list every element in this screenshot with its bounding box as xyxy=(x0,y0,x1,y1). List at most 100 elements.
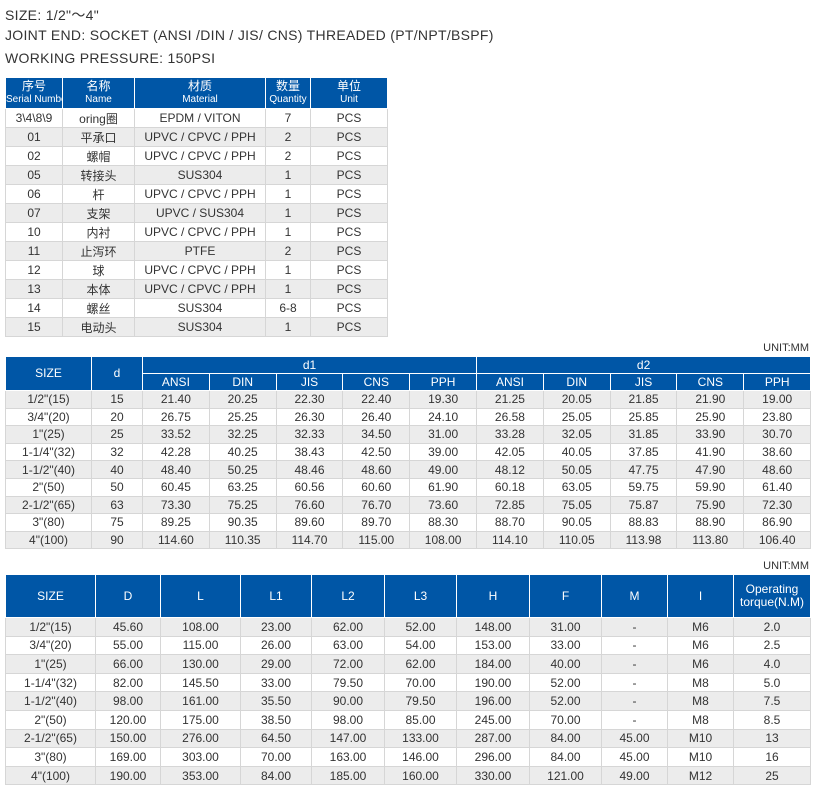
table-cell: 52.00 xyxy=(384,617,457,637)
table-row: 14 螺丝 SUS304 6-8 PCS xyxy=(5,298,388,318)
table-cell: UPVC / CPVC / PPH xyxy=(134,222,266,242)
table-cell: 3\4\8\9 xyxy=(5,108,63,128)
header-cn: 材质 xyxy=(187,79,212,93)
table-cell: 25 xyxy=(733,765,811,786)
header-cn: 序号 xyxy=(21,79,46,93)
table-cell: 30.70 xyxy=(743,425,812,444)
table-cell: 75.90 xyxy=(676,495,745,515)
parts-header: 数量 Quantity xyxy=(265,77,311,109)
column-header: M xyxy=(601,574,668,618)
table-row: 05 转接头 SUS304 1 PCS xyxy=(5,165,388,185)
table-cell: 70.00 xyxy=(240,747,312,767)
table-cell: 2"(50) xyxy=(5,477,92,497)
table-cell: UPVC / SUS304 xyxy=(134,203,266,223)
table-cell: 89.25 xyxy=(142,513,210,532)
table-cell: M12 xyxy=(667,765,734,786)
table-cell: 1"(25) xyxy=(5,425,92,444)
table-cell: 287.00 xyxy=(456,728,530,749)
table-cell: 146.00 xyxy=(384,747,457,767)
header-cn: 数量 xyxy=(275,79,300,93)
table-cell: 147.00 xyxy=(311,728,385,749)
table-cell: 276.00 xyxy=(160,728,241,749)
table-cell: 23.00 xyxy=(240,617,312,637)
table-row: 10 内衬 UPVC / CPVC / PPH 1 PCS xyxy=(5,222,388,242)
table-cell: 40.00 xyxy=(529,654,602,674)
table-cell: 296.00 xyxy=(456,747,530,767)
sub-header: CNS xyxy=(342,373,411,391)
table-cell: 2 xyxy=(265,127,311,147)
table-cell: 2-1/2"(65) xyxy=(5,728,96,749)
table-cell: PCS xyxy=(310,203,388,223)
table-cell: 3/4"(20) xyxy=(5,635,96,656)
table-cell: 转接头 xyxy=(62,165,135,185)
table-cell: 150.00 xyxy=(95,728,161,749)
table-cell: 25.90 xyxy=(676,407,745,427)
table-cell: 32.33 xyxy=(275,425,344,444)
table-cell: PCS xyxy=(310,127,388,147)
table-cell: 止泻环 xyxy=(62,241,135,261)
column-header: SIZE xyxy=(5,574,96,618)
table-cell: SUS304 xyxy=(134,165,266,185)
table-cell: 19.00 xyxy=(743,390,812,409)
table-cell: 2-1/2"(65) xyxy=(5,495,92,515)
table-cell: 98.00 xyxy=(95,691,161,711)
table-cell: 63.00 xyxy=(311,635,385,656)
table-cell: 54.00 xyxy=(384,635,457,656)
table-cell: 153.00 xyxy=(456,635,530,656)
table-cell: - xyxy=(601,672,668,693)
table-cell: 23.80 xyxy=(743,407,812,427)
table-cell: 33.00 xyxy=(240,672,312,693)
table-cell: 90.05 xyxy=(542,513,611,532)
table-cell: 07 xyxy=(5,203,63,223)
table-cell: 48.46 xyxy=(275,460,344,479)
table-cell: 145.50 xyxy=(160,672,241,693)
table-cell: 60.60 xyxy=(342,477,411,497)
table-cell: 20.05 xyxy=(542,390,611,409)
table-cell: 39.00 xyxy=(409,442,478,462)
table-cell: 108.00 xyxy=(409,530,478,550)
table-cell: 185.00 xyxy=(311,765,385,786)
working-pressure-spec: WORKING PRESSURE: 150PSI xyxy=(5,50,216,66)
table-row: 2"(50) 120.00 175.00 38.50 98.00 85.00 245.00 7… xyxy=(5,709,811,730)
column-header: Operating torque(N.M) xyxy=(733,574,811,618)
table-cell: 13 xyxy=(733,728,811,749)
table-cell: 90.00 xyxy=(311,691,385,711)
table-cell: 42.05 xyxy=(476,442,544,462)
table-cell: - xyxy=(601,709,668,730)
table-cell: PCS xyxy=(310,146,388,166)
table-cell: 21.90 xyxy=(676,390,745,409)
table-cell: 22.30 xyxy=(275,390,344,409)
table-cell: 50.05 xyxy=(542,460,611,479)
table-cell: 115.00 xyxy=(160,635,241,656)
table-cell: 70.00 xyxy=(529,709,602,730)
parts-header: 材质 Material xyxy=(134,77,266,109)
valve-dimensions-table: SIZE D L L1 L2 L3 H F M I Operating torque(N.M) 1/… xyxy=(5,574,811,786)
table-cell: 52.00 xyxy=(529,672,602,693)
table-cell: 1 xyxy=(265,203,311,223)
table-cell: 3"(80) xyxy=(5,747,96,767)
sub-header: PPH xyxy=(409,373,478,391)
sub-header: ANSI xyxy=(476,373,544,391)
table-row: 3/4"(20) 20 26.75 25.25 26.30 26.40 24.10 26.58… xyxy=(5,407,812,427)
table-cell: PCS xyxy=(310,298,388,318)
table-cell: 161.00 xyxy=(160,691,241,711)
table-cell: 59.75 xyxy=(609,477,678,497)
table-cell: 88.90 xyxy=(676,513,745,532)
table-row: 1-1/4"(32) 32 42.28 40.25 38.43 42.50 39.00 42.… xyxy=(5,442,812,462)
table-cell: M10 xyxy=(667,728,734,749)
table-cell: 1-1/2"(40) xyxy=(5,691,96,711)
table-row: 02 螺帽 UPVC / CPVC / PPH 2 PCS xyxy=(5,146,388,166)
table-row: 2-1/2"(65) 63 73.30 75.25 76.60 76.70 73.60 72.… xyxy=(5,495,812,515)
parts-header: 名称 Name xyxy=(62,77,135,109)
table-row: 1/2"(15) 15 21.40 20.25 22.30 22.40 19.30 21.25… xyxy=(5,390,812,409)
table-cell: 31.00 xyxy=(409,425,478,444)
table-cell: 3/4"(20) xyxy=(5,407,92,427)
column-header: I xyxy=(667,574,734,618)
table-cell: 3"(80) xyxy=(5,513,92,532)
table-cell: 50 xyxy=(91,477,143,497)
sub-header: JIS xyxy=(275,373,344,391)
table-cell: 1 xyxy=(265,222,311,242)
table-row: 3"(80) 75 89.25 90.35 89.60 89.70 88.30 88.70 90… xyxy=(5,513,812,532)
table-cell: 60.18 xyxy=(476,477,544,497)
table-cell: 76.60 xyxy=(275,495,344,515)
